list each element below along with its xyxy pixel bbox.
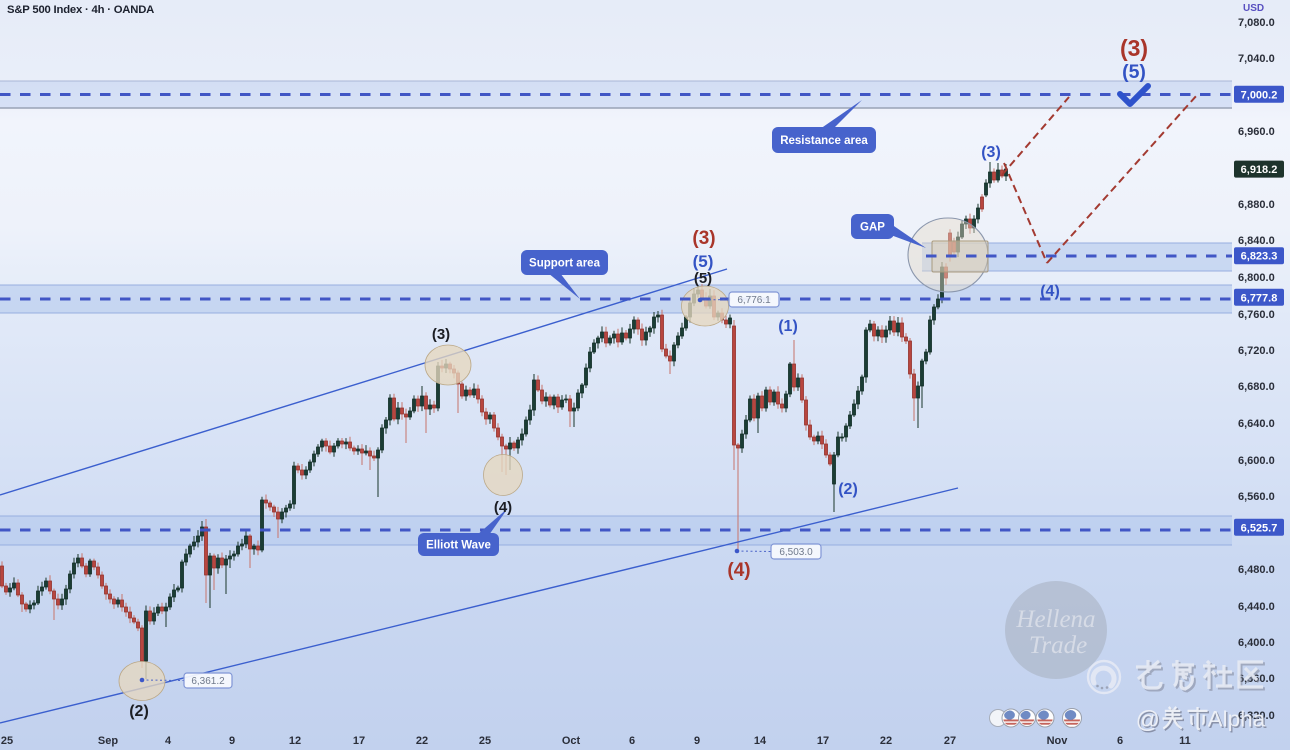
svg-text:(5): (5) — [694, 270, 712, 287]
svg-text:6,840.0: 6,840.0 — [1238, 235, 1275, 247]
svg-text:(4): (4) — [494, 499, 512, 516]
svg-text:11: 11 — [1179, 735, 1191, 747]
svg-text:Support area: Support area — [529, 258, 601, 270]
svg-text:6,918.2: 6,918.2 — [1241, 164, 1278, 176]
svg-text:6,760.0: 6,760.0 — [1238, 309, 1275, 321]
svg-text:6,525.7: 6,525.7 — [1241, 522, 1278, 534]
svg-text:@: @ — [1137, 708, 1161, 735]
svg-text:(2): (2) — [129, 703, 149, 720]
svg-text:6,440.0: 6,440.0 — [1238, 601, 1275, 613]
svg-text:GAP: GAP — [860, 222, 885, 234]
svg-text:6,823.3: 6,823.3 — [1241, 251, 1278, 263]
svg-text:6,400.0: 6,400.0 — [1238, 637, 1275, 649]
svg-text:6,720.0: 6,720.0 — [1238, 345, 1275, 357]
svg-text:6,361.2: 6,361.2 — [191, 676, 225, 687]
svg-text:Sep: Sep — [98, 735, 118, 747]
svg-text:Alpha: Alpha — [1209, 708, 1267, 733]
svg-text:(5): (5) — [1122, 61, 1146, 83]
svg-text:6,480.0: 6,480.0 — [1238, 564, 1275, 576]
svg-text:(3): (3) — [981, 144, 1001, 161]
svg-text:6,880.0: 6,880.0 — [1238, 199, 1275, 211]
svg-text:7,040.0: 7,040.0 — [1238, 53, 1275, 65]
svg-text:6,320.0: 6,320.0 — [1238, 710, 1275, 722]
svg-text:(3): (3) — [432, 326, 450, 343]
svg-text:6,560.0: 6,560.0 — [1238, 491, 1275, 503]
svg-text:(1): (1) — [778, 318, 798, 335]
svg-text:6,776.1: 6,776.1 — [737, 295, 771, 306]
svg-text:@: @ — [1136, 707, 1160, 734]
svg-text:6,960.0: 6,960.0 — [1238, 126, 1275, 138]
svg-text:(5): (5) — [693, 252, 714, 271]
svg-text:22: 22 — [416, 735, 428, 747]
svg-text:6,680.0: 6,680.0 — [1238, 381, 1275, 393]
svg-text:6,503.0: 6,503.0 — [779, 547, 813, 558]
svg-text:(4): (4) — [727, 560, 750, 581]
svg-text:6,800.0: 6,800.0 — [1238, 272, 1275, 284]
svg-text:USD: USD — [1243, 3, 1264, 14]
svg-text:12: 12 — [289, 735, 301, 747]
svg-text:17: 17 — [353, 735, 365, 747]
svg-text:17: 17 — [817, 735, 829, 747]
svg-text:14: 14 — [754, 735, 767, 747]
svg-text:27: 27 — [944, 735, 956, 747]
svg-text:4: 4 — [165, 735, 172, 747]
svg-text:(4): (4) — [1040, 283, 1060, 300]
svg-text:(3): (3) — [692, 228, 715, 249]
svg-text:6: 6 — [629, 735, 635, 747]
svg-text:22: 22 — [880, 735, 892, 747]
svg-text:6,600.0: 6,600.0 — [1238, 455, 1275, 467]
svg-text:Elliott Wave: Elliott Wave — [426, 540, 491, 552]
svg-text:25: 25 — [1, 735, 13, 747]
svg-text:6,777.8: 6,777.8 — [1241, 292, 1278, 304]
svg-text:9: 9 — [229, 735, 235, 747]
svg-text:(2): (2) — [838, 481, 858, 498]
svg-text:S&P 500 Index · 4h · OANDA: S&P 500 Index · 4h · OANDA — [7, 4, 154, 16]
svg-text:6,640.0: 6,640.0 — [1238, 418, 1275, 430]
svg-text:25: 25 — [479, 735, 491, 747]
svg-text:6: 6 — [1117, 735, 1123, 747]
svg-text:7,000.2: 7,000.2 — [1241, 89, 1278, 101]
svg-text:Hellena: Hellena — [1015, 606, 1095, 633]
svg-text:Trade: Trade — [1029, 632, 1087, 659]
svg-text:7,080.0: 7,080.0 — [1238, 17, 1275, 29]
svg-text:Nov: Nov — [1047, 735, 1069, 747]
svg-text:Alpha: Alpha — [1208, 707, 1266, 732]
svg-text:Resistance area: Resistance area — [780, 135, 868, 147]
svg-text:(3): (3) — [1120, 35, 1148, 61]
svg-text:9: 9 — [694, 735, 700, 747]
svg-text:Oct: Oct — [562, 735, 581, 747]
